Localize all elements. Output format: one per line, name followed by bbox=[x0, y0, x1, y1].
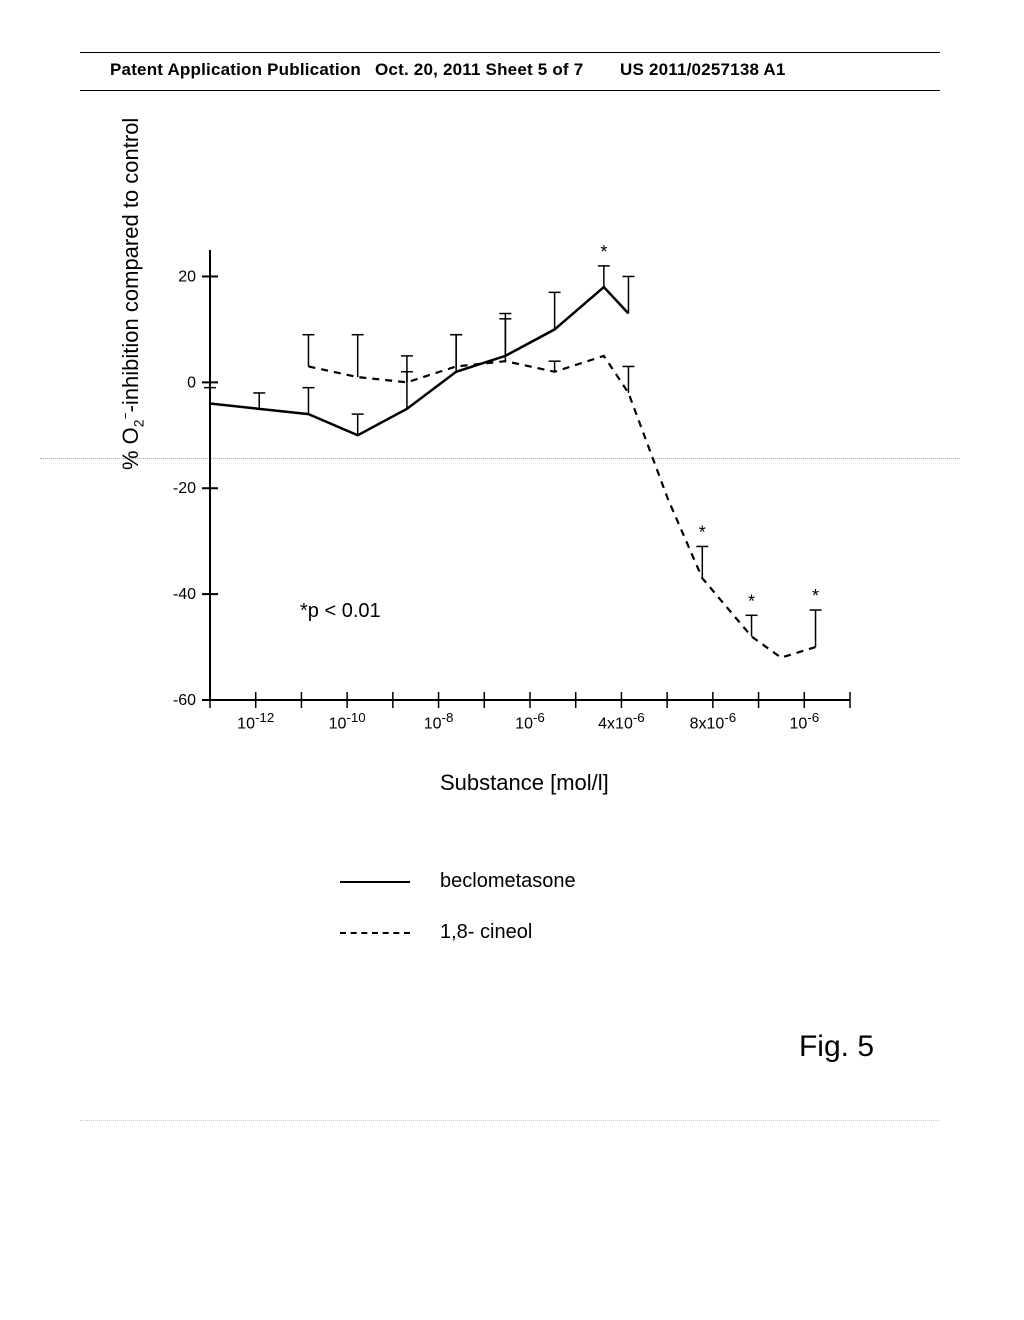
page: Patent Application Publication Oct. 20, … bbox=[0, 0, 1024, 1320]
svg-text:0: 0 bbox=[187, 374, 196, 391]
chart-legend: beclometasone 1,8- cineol bbox=[340, 870, 576, 972]
header-right: US 2011/0257138 A1 bbox=[620, 60, 786, 80]
header-mid: Oct. 20, 2011 Sheet 5 of 7 bbox=[375, 60, 583, 80]
svg-text:*: * bbox=[748, 591, 755, 611]
legend-swatch bbox=[340, 881, 410, 883]
line-chart: -60-40-2002010-1210-1010-810-64x10-68x10… bbox=[80, 230, 980, 770]
svg-text:*: * bbox=[699, 522, 706, 542]
page-bottom-rule bbox=[80, 1120, 940, 1121]
svg-text:*: * bbox=[812, 586, 819, 606]
figure-caption: Fig. 5 bbox=[799, 1030, 874, 1064]
legend-label: beclometasone bbox=[440, 870, 576, 893]
svg-text:-60: -60 bbox=[173, 692, 196, 709]
svg-text:-40: -40 bbox=[173, 586, 196, 603]
legend-item: beclometasone bbox=[340, 870, 576, 893]
svg-text:20: 20 bbox=[178, 268, 196, 285]
header-rule-bottom bbox=[80, 90, 940, 91]
legend-label: 1,8- cineol bbox=[440, 921, 532, 944]
chart-x-label: Substance [mol/l] bbox=[440, 770, 609, 796]
svg-text:*: * bbox=[600, 242, 607, 262]
legend-item: 1,8- cineol bbox=[340, 921, 576, 944]
legend-swatch bbox=[340, 932, 410, 934]
header-left: Patent Application Publication bbox=[110, 60, 361, 80]
svg-text:-20: -20 bbox=[173, 480, 196, 497]
header-rule-top bbox=[80, 52, 940, 53]
